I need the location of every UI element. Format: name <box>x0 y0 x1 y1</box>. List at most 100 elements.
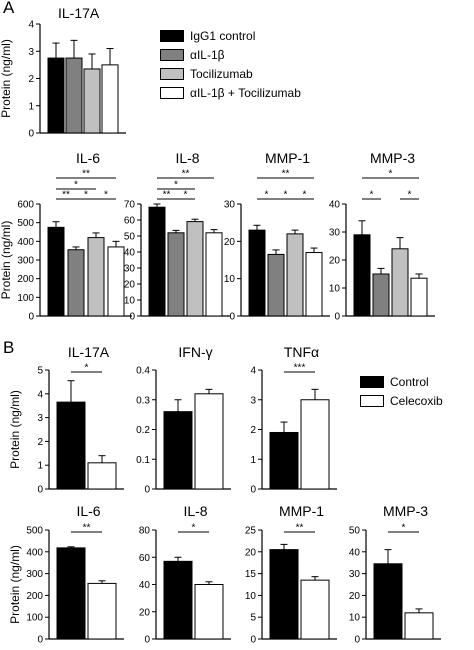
bar <box>353 234 371 317</box>
y-tick-label: 3 <box>37 413 43 424</box>
significance-label: * <box>402 523 406 534</box>
y-tick-label: 300 <box>17 256 34 267</box>
bar <box>87 462 117 490</box>
y-tick-label: 0 <box>37 635 43 646</box>
legend-panel-a: IgG1 control αIL-1β Tocilizumab αIL-1β +… <box>160 26 301 102</box>
y-tick-label: 0 <box>334 312 340 323</box>
y-axis-label: Protein (ng/ml) <box>8 390 22 469</box>
chart-title: IL-6 <box>76 150 100 166</box>
y-tick-label: 0 <box>144 635 150 646</box>
y-tick-label: 60 <box>139 553 151 564</box>
y-tick-label: 0.3 <box>136 395 150 406</box>
y-tick-label: 30 <box>224 200 236 211</box>
bar <box>47 226 65 317</box>
chart-title: MMP-3 <box>383 503 428 519</box>
y-axis-label: Protein (ng/ml) <box>0 39 13 118</box>
bar <box>269 431 299 490</box>
chart-9: 0 20 40 60 80 IL-8 * <box>139 503 231 646</box>
y-tick-label: 10 <box>245 591 257 602</box>
significance-label: * <box>265 190 269 201</box>
bar <box>305 252 323 317</box>
y-tick-label: 0.2 <box>136 425 150 436</box>
y-tick-label: 2 <box>250 425 256 436</box>
significance-label: ** <box>182 169 190 180</box>
legend-label: Control <box>390 374 429 389</box>
y-tick-label: 400 <box>26 547 43 558</box>
significance-label: * <box>389 169 393 180</box>
significance-label: *** <box>294 363 306 374</box>
bar <box>373 563 403 640</box>
bar <box>56 401 86 490</box>
chart-title: IL-17A <box>58 5 100 21</box>
significance-label: ** <box>282 169 290 180</box>
y-tick-label: 10 <box>329 284 341 295</box>
bar <box>167 232 185 317</box>
y-tick-label: 60 <box>124 216 136 227</box>
significance-label: * <box>84 190 88 201</box>
y-tick-label: 15 <box>245 569 257 580</box>
legend-item: αIL-1β + Tocilizumab <box>160 83 301 102</box>
y-axis-label: Protein (ng/ml) <box>0 221 13 300</box>
y-tick-label: 10 <box>224 274 236 285</box>
legend-label: Tocilizumab <box>190 66 253 81</box>
legend-swatch <box>160 86 184 99</box>
y-tick-label: 20 <box>139 607 151 618</box>
legend-panel-b: Control Celecoxib <box>360 372 443 410</box>
chart-6: 0 0.1 0.2 0.3 0.4 IFN-γ <box>136 344 231 496</box>
significance-label: ** <box>163 190 171 201</box>
y-tick-label: 100 <box>17 293 34 304</box>
significance-label: * <box>303 190 307 201</box>
legend-item: Control <box>360 372 443 391</box>
significance-label: * <box>174 180 178 191</box>
y-tick-label: 20 <box>224 237 236 248</box>
y-tick-label: 2 <box>37 437 43 448</box>
bar <box>300 399 330 490</box>
legend-label: αIL-1β <box>190 47 225 62</box>
y-tick-label: 20 <box>329 256 341 267</box>
chart-title: IL-6 <box>76 503 100 519</box>
legend-swatch <box>360 375 384 388</box>
significance-label: ** <box>82 169 90 180</box>
legend-label: IgG1 control <box>190 28 256 43</box>
bar <box>83 68 101 134</box>
bar <box>194 584 224 640</box>
y-tick-label: 70 <box>124 200 136 211</box>
bar <box>194 393 224 490</box>
bar <box>87 582 117 640</box>
y-tick-label: 40 <box>329 200 341 211</box>
y-tick-label: 500 <box>26 526 43 537</box>
y-tick-label: 30 <box>329 228 341 239</box>
y-tick-label: 40 <box>139 580 151 591</box>
chart-7: 0 1 2 3 4 TNFα *** <box>250 344 337 496</box>
y-tick-label: 1 <box>37 461 43 472</box>
bar <box>148 206 166 317</box>
significance-label: * <box>370 190 374 201</box>
bar <box>404 612 434 640</box>
chart-title: MMP-3 <box>370 150 415 166</box>
bar <box>56 547 86 640</box>
significance-label: * <box>408 190 412 201</box>
bar <box>186 221 204 317</box>
chart-4: 0 10 20 30 40 MMP-3 * * * <box>329 150 435 323</box>
y-tick-label: 200 <box>26 591 43 602</box>
legend-label: αIL-1β + Tocilizumab <box>190 85 301 100</box>
y-tick-label: 0.4 <box>136 366 150 377</box>
chart-10: 0 5 10 15 20 25 MMP-1 ** <box>245 503 337 646</box>
legend-swatch <box>160 48 184 61</box>
significance-label: * <box>284 190 288 201</box>
significance-label: ** <box>83 523 91 534</box>
chart-title: IL-17A <box>68 344 110 360</box>
y-tick-label: 0 <box>354 635 360 646</box>
chart-title: MMP-1 <box>265 150 310 166</box>
y-tick-label: 30 <box>349 569 361 580</box>
panel-label-a: A <box>3 0 15 17</box>
legend-item: Tocilizumab <box>160 64 301 83</box>
y-tick-label: 20 <box>245 547 257 558</box>
y-tick-label: 200 <box>17 274 34 285</box>
significance-label: * <box>184 190 188 201</box>
bar <box>410 277 428 317</box>
chart-title: IL-8 <box>183 503 207 519</box>
